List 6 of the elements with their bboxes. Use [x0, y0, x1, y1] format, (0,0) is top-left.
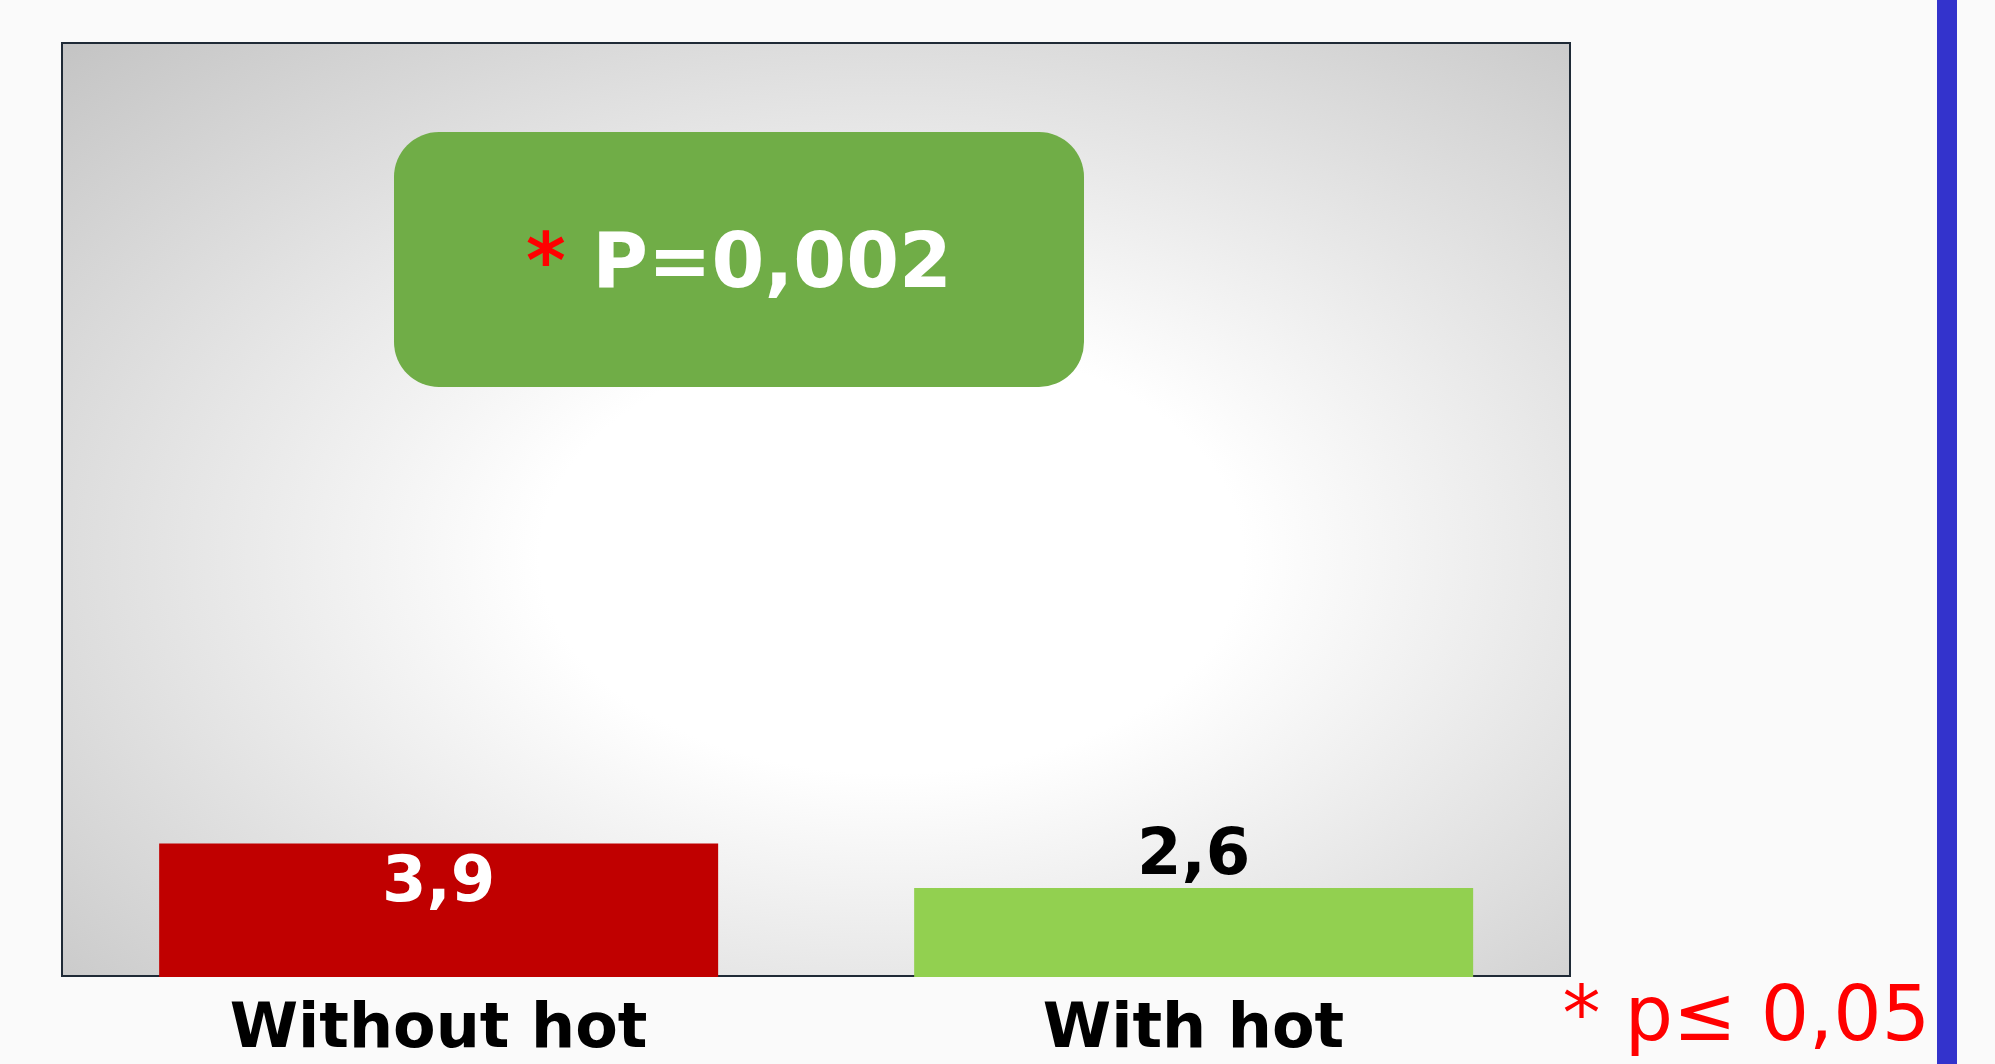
data-label: 2,6 — [1136, 814, 1251, 889]
x-tick-label: With hot — [1042, 989, 1345, 1063]
text: * P=0,002 — [526, 216, 952, 305]
annotation: * p≤ 0,05 — [1562, 969, 1930, 1058]
x-tick-label: Without hot — [229, 989, 648, 1063]
data-label: 3,9 — [381, 842, 496, 917]
